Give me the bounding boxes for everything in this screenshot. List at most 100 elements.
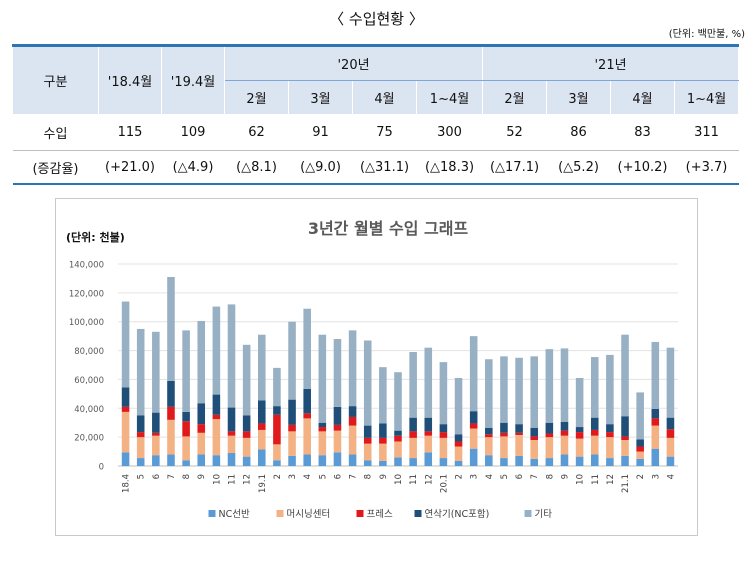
bar-segment (651, 341, 660, 410)
y-tick-label: 140,000 (69, 261, 104, 271)
bar-segment (606, 458, 614, 466)
x-tick-label: 9 (379, 474, 389, 479)
bar-segment (666, 437, 675, 457)
bar-segment (636, 439, 644, 447)
legend-label: 머시닝센터 (287, 509, 331, 520)
bar-segment (379, 367, 387, 424)
x-tick-label: 12 (424, 474, 434, 485)
bar-segment (121, 387, 130, 407)
table-cell: (+10.2) (610, 150, 675, 185)
bar-segment (318, 431, 327, 456)
bar-segment (621, 440, 629, 456)
bar-segment (530, 427, 538, 437)
x-tick-label: 12 (243, 474, 253, 485)
bar-segment (575, 377, 584, 428)
x-tick-label: 7 (167, 474, 177, 479)
bar-segment (500, 356, 508, 423)
bar-segment (636, 458, 644, 466)
header-year-21: '21년 (482, 44, 740, 81)
table-row-import: 수입 115 109 62 91 75 300 52 86 83 311 (12, 114, 739, 151)
bar-segment (515, 455, 523, 466)
bar-segment (636, 392, 644, 440)
bar-segment (242, 431, 251, 438)
bar-segment (152, 455, 160, 466)
bar-segment (273, 406, 281, 415)
bar-segment (439, 424, 448, 433)
x-tick-label: 3 (470, 474, 480, 479)
bar-segment (303, 454, 311, 466)
bar-segment (318, 334, 327, 423)
header-month: 2월 (482, 80, 548, 115)
bar-segment (500, 458, 508, 466)
x-tick-label: 12 (606, 474, 616, 485)
bar-segment (333, 452, 342, 466)
table-cell: 115 (98, 114, 162, 151)
bar-segment (136, 458, 145, 466)
x-tick-label: 2 (636, 474, 646, 479)
bar-segment (409, 437, 417, 459)
bar-segment (197, 403, 206, 425)
bar-segment (454, 441, 463, 447)
bar-segment (409, 417, 417, 432)
x-tick-label: 6 (515, 474, 525, 479)
bar-segment (424, 347, 433, 418)
bar-segment (258, 334, 266, 401)
bar-segment (545, 349, 554, 423)
header-month: 4월 (610, 80, 676, 115)
page-title: 〈 수입현황 〉 (329, 10, 424, 28)
bar-segment (439, 437, 448, 459)
bar-segment (394, 435, 402, 442)
bar-segment (121, 406, 130, 412)
bar-segment (152, 412, 160, 433)
bar-segment (469, 428, 478, 449)
x-tick-label: 10 (212, 474, 222, 485)
bar-segment (258, 400, 266, 424)
table-cell: (△5.2) (546, 150, 611, 185)
bar-segment (515, 432, 523, 435)
table-cell: (△17.1) (482, 150, 547, 185)
bar-segment (273, 444, 281, 461)
x-tick-label: 6 (333, 474, 343, 479)
bar-segment (454, 434, 463, 442)
bar-segment (636, 451, 644, 459)
bar-segment (152, 432, 160, 436)
bar-segment (348, 416, 357, 426)
x-tick-label: 5 (500, 474, 510, 479)
x-tick-label: 9 (560, 474, 570, 479)
bar-segment (303, 418, 311, 455)
y-tick-label: 20,000 (74, 434, 104, 444)
bar-segment (318, 455, 327, 466)
legend-swatch (524, 510, 532, 517)
bar-segment (621, 416, 629, 437)
bar-segment (454, 460, 463, 466)
header-gubun: 구분 (12, 44, 99, 115)
x-tick-label: 8 (545, 474, 555, 479)
bar-segment (500, 436, 508, 459)
legend-label: NC선반 (219, 509, 250, 520)
bar-segment (348, 406, 357, 417)
bar-segment (575, 427, 584, 433)
bar-segment (136, 432, 145, 438)
header-month: 2월 (224, 80, 289, 115)
bar-segment (409, 458, 417, 466)
bar-segment (333, 430, 342, 453)
legend-swatch (356, 510, 364, 517)
bar-segment (394, 430, 402, 436)
bar-segment (500, 422, 508, 433)
bar-segment (454, 446, 463, 461)
x-tick-label: 6 (152, 474, 162, 479)
bar-segment (197, 432, 206, 455)
table-row-change: (증감율) (+21.0) (△4.9) (△8.1) (△9.0) (△31.… (12, 150, 739, 185)
bar-segment (197, 454, 206, 466)
bar-segment (363, 443, 372, 461)
bar-segment (212, 419, 221, 456)
x-tick-label: 18.4 (122, 474, 132, 493)
bar-segment (182, 330, 190, 412)
x-tick-label: 5 (137, 474, 147, 479)
bar-segment (273, 367, 281, 407)
row-label: 수입 (12, 114, 99, 151)
chart-container: 3년간 월별 수입 그래프 (단위: 천불) 0 20,000 40,000 60,000… (55, 198, 698, 536)
header-month: 3월 (546, 80, 612, 115)
x-tick-label: 9 (197, 474, 207, 479)
bar-segment (621, 334, 629, 417)
